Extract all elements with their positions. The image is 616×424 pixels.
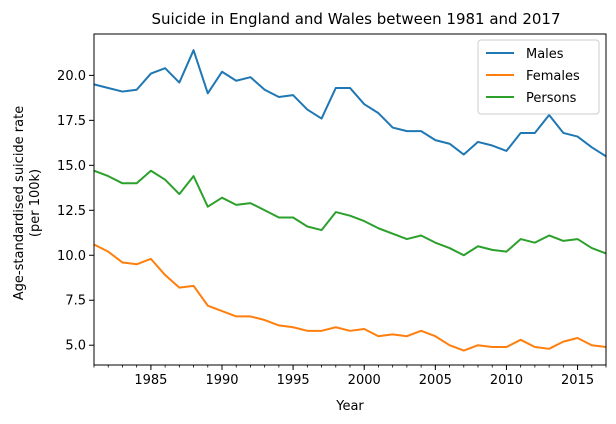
chart-title: Suicide in England and Wales between 198… [152,10,561,28]
x-tick-label: 1990 [205,373,238,388]
y-axis-label: Age-standardised suicide rate (per 100k) [12,106,43,300]
y-tick-label: 17.5 [57,114,86,129]
x-tick-label: 1995 [277,373,310,388]
y-tick-label: 5.0 [65,339,86,354]
x-tick-label: 2015 [561,373,594,388]
y-axis: 5.0 7.5 10.0 12.5 15.0 17.5 20.0 [57,69,94,354]
y-tick-label: 12.5 [57,204,86,219]
legend: Males Females Persons [477,39,600,115]
y-tick-label: 10.0 [57,249,86,264]
x-tick-label: 1985 [134,373,167,388]
x-axis: 1985 1990 1995 2000 2005 2010 2015 [93,365,607,388]
legend-label-females: Females [526,69,580,84]
y-tick-label: 15.0 [57,159,86,174]
x-axis-label: Year [335,399,364,414]
y-tick-label: 7.5 [65,294,86,309]
x-tick-label: 2010 [490,373,523,388]
legend-label-males: Males [526,47,564,62]
y-tick-label: 20.0 [57,69,86,84]
y-axis-label-line-2: (per 100k) [28,169,43,237]
series-line-persons [93,169,607,257]
legend-box [477,39,600,115]
x-tick-label: 2000 [348,373,381,388]
series-layer [93,49,607,352]
y-axis-label-line-1: Age-standardised suicide rate [12,106,27,300]
x-tick-label: 2005 [419,373,452,388]
legend-label-persons: Persons [526,91,577,106]
series-line-females [93,243,607,352]
series-line-males [93,49,607,158]
